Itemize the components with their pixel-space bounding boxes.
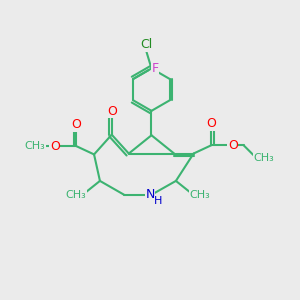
Text: CH₃: CH₃ [254, 153, 274, 163]
Text: H: H [154, 196, 162, 206]
Text: O: O [50, 140, 60, 153]
Text: O: O [206, 117, 216, 130]
Text: CH₃: CH₃ [25, 141, 46, 151]
Text: O: O [107, 105, 117, 118]
Text: O: O [228, 139, 238, 152]
Text: Cl: Cl [140, 38, 152, 51]
Text: CH₃: CH₃ [65, 190, 86, 200]
Text: F: F [151, 62, 158, 75]
Text: CH₃: CH₃ [190, 190, 210, 200]
Text: O: O [71, 118, 81, 131]
Text: N: N [145, 188, 155, 201]
